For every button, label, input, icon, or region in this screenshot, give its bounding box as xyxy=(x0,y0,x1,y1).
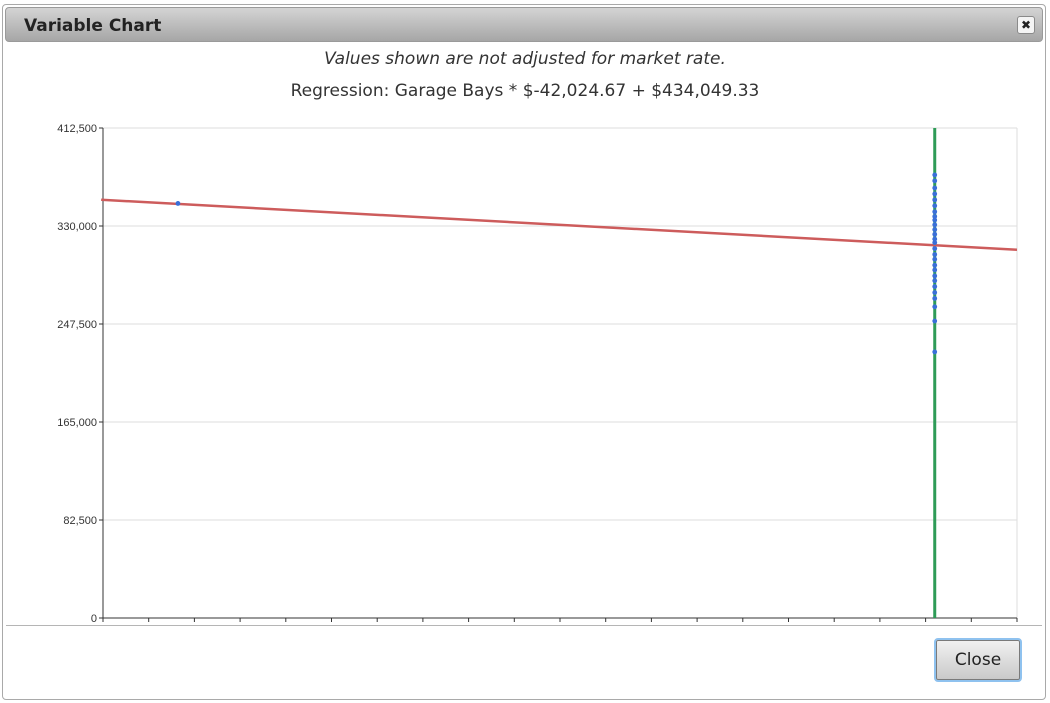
background-page-strip xyxy=(0,0,1050,6)
data-point xyxy=(932,185,938,191)
footer-divider xyxy=(6,625,1042,626)
data-point xyxy=(932,284,938,289)
data-point xyxy=(932,304,938,310)
y-tick-label: 247,500 xyxy=(57,319,97,331)
y-tick-label: 412,500 xyxy=(57,123,97,135)
dialog-title: Variable Chart xyxy=(24,16,162,36)
data-point xyxy=(932,256,938,262)
chart-subtitle: Values shown are not adjusted for market… xyxy=(324,49,726,69)
regression-line xyxy=(101,198,1018,252)
y-tick-label: 330,000 xyxy=(57,221,97,233)
data-point xyxy=(932,227,938,232)
close-button[interactable]: Close xyxy=(934,638,1022,682)
data-point xyxy=(932,222,938,228)
data-point xyxy=(932,318,938,324)
dialog-titlebar[interactable]: Variable Chart ✖ xyxy=(5,7,1043,42)
data-point xyxy=(932,267,938,273)
data-point xyxy=(932,262,938,268)
variable-chart-dialog: Variable Chart ✖ Values shown are not ad… xyxy=(2,4,1046,700)
data-point xyxy=(932,178,938,184)
data-point xyxy=(932,273,938,279)
data-point xyxy=(932,296,938,301)
data-point xyxy=(932,197,938,203)
y-tick-label: 165,000 xyxy=(57,417,97,429)
data-point xyxy=(932,246,938,251)
data-point xyxy=(932,203,938,209)
data-point xyxy=(932,217,938,223)
data-point xyxy=(932,240,938,246)
y-tick-label: 82,500 xyxy=(63,515,97,527)
data-point xyxy=(932,191,938,197)
data-point xyxy=(932,231,938,237)
data-point xyxy=(932,214,938,219)
data-point xyxy=(932,172,938,178)
data-point xyxy=(932,278,938,284)
data-point xyxy=(932,236,938,242)
data-point xyxy=(175,201,181,206)
y-tick-label: 0 xyxy=(91,613,97,625)
background-page-strip-bottom xyxy=(0,699,1050,703)
data-point xyxy=(932,209,938,215)
regression-formula: Regression: Garage Bays * $-42,024.67 + … xyxy=(290,81,760,101)
data-point xyxy=(932,290,938,295)
data-point xyxy=(932,252,938,257)
variable-scatter-chart: 412,500 330,000 247,500 165,000 82,500 0 xyxy=(57,123,1018,625)
close-icon[interactable]: ✖ xyxy=(1017,16,1035,34)
data-point xyxy=(932,349,938,355)
